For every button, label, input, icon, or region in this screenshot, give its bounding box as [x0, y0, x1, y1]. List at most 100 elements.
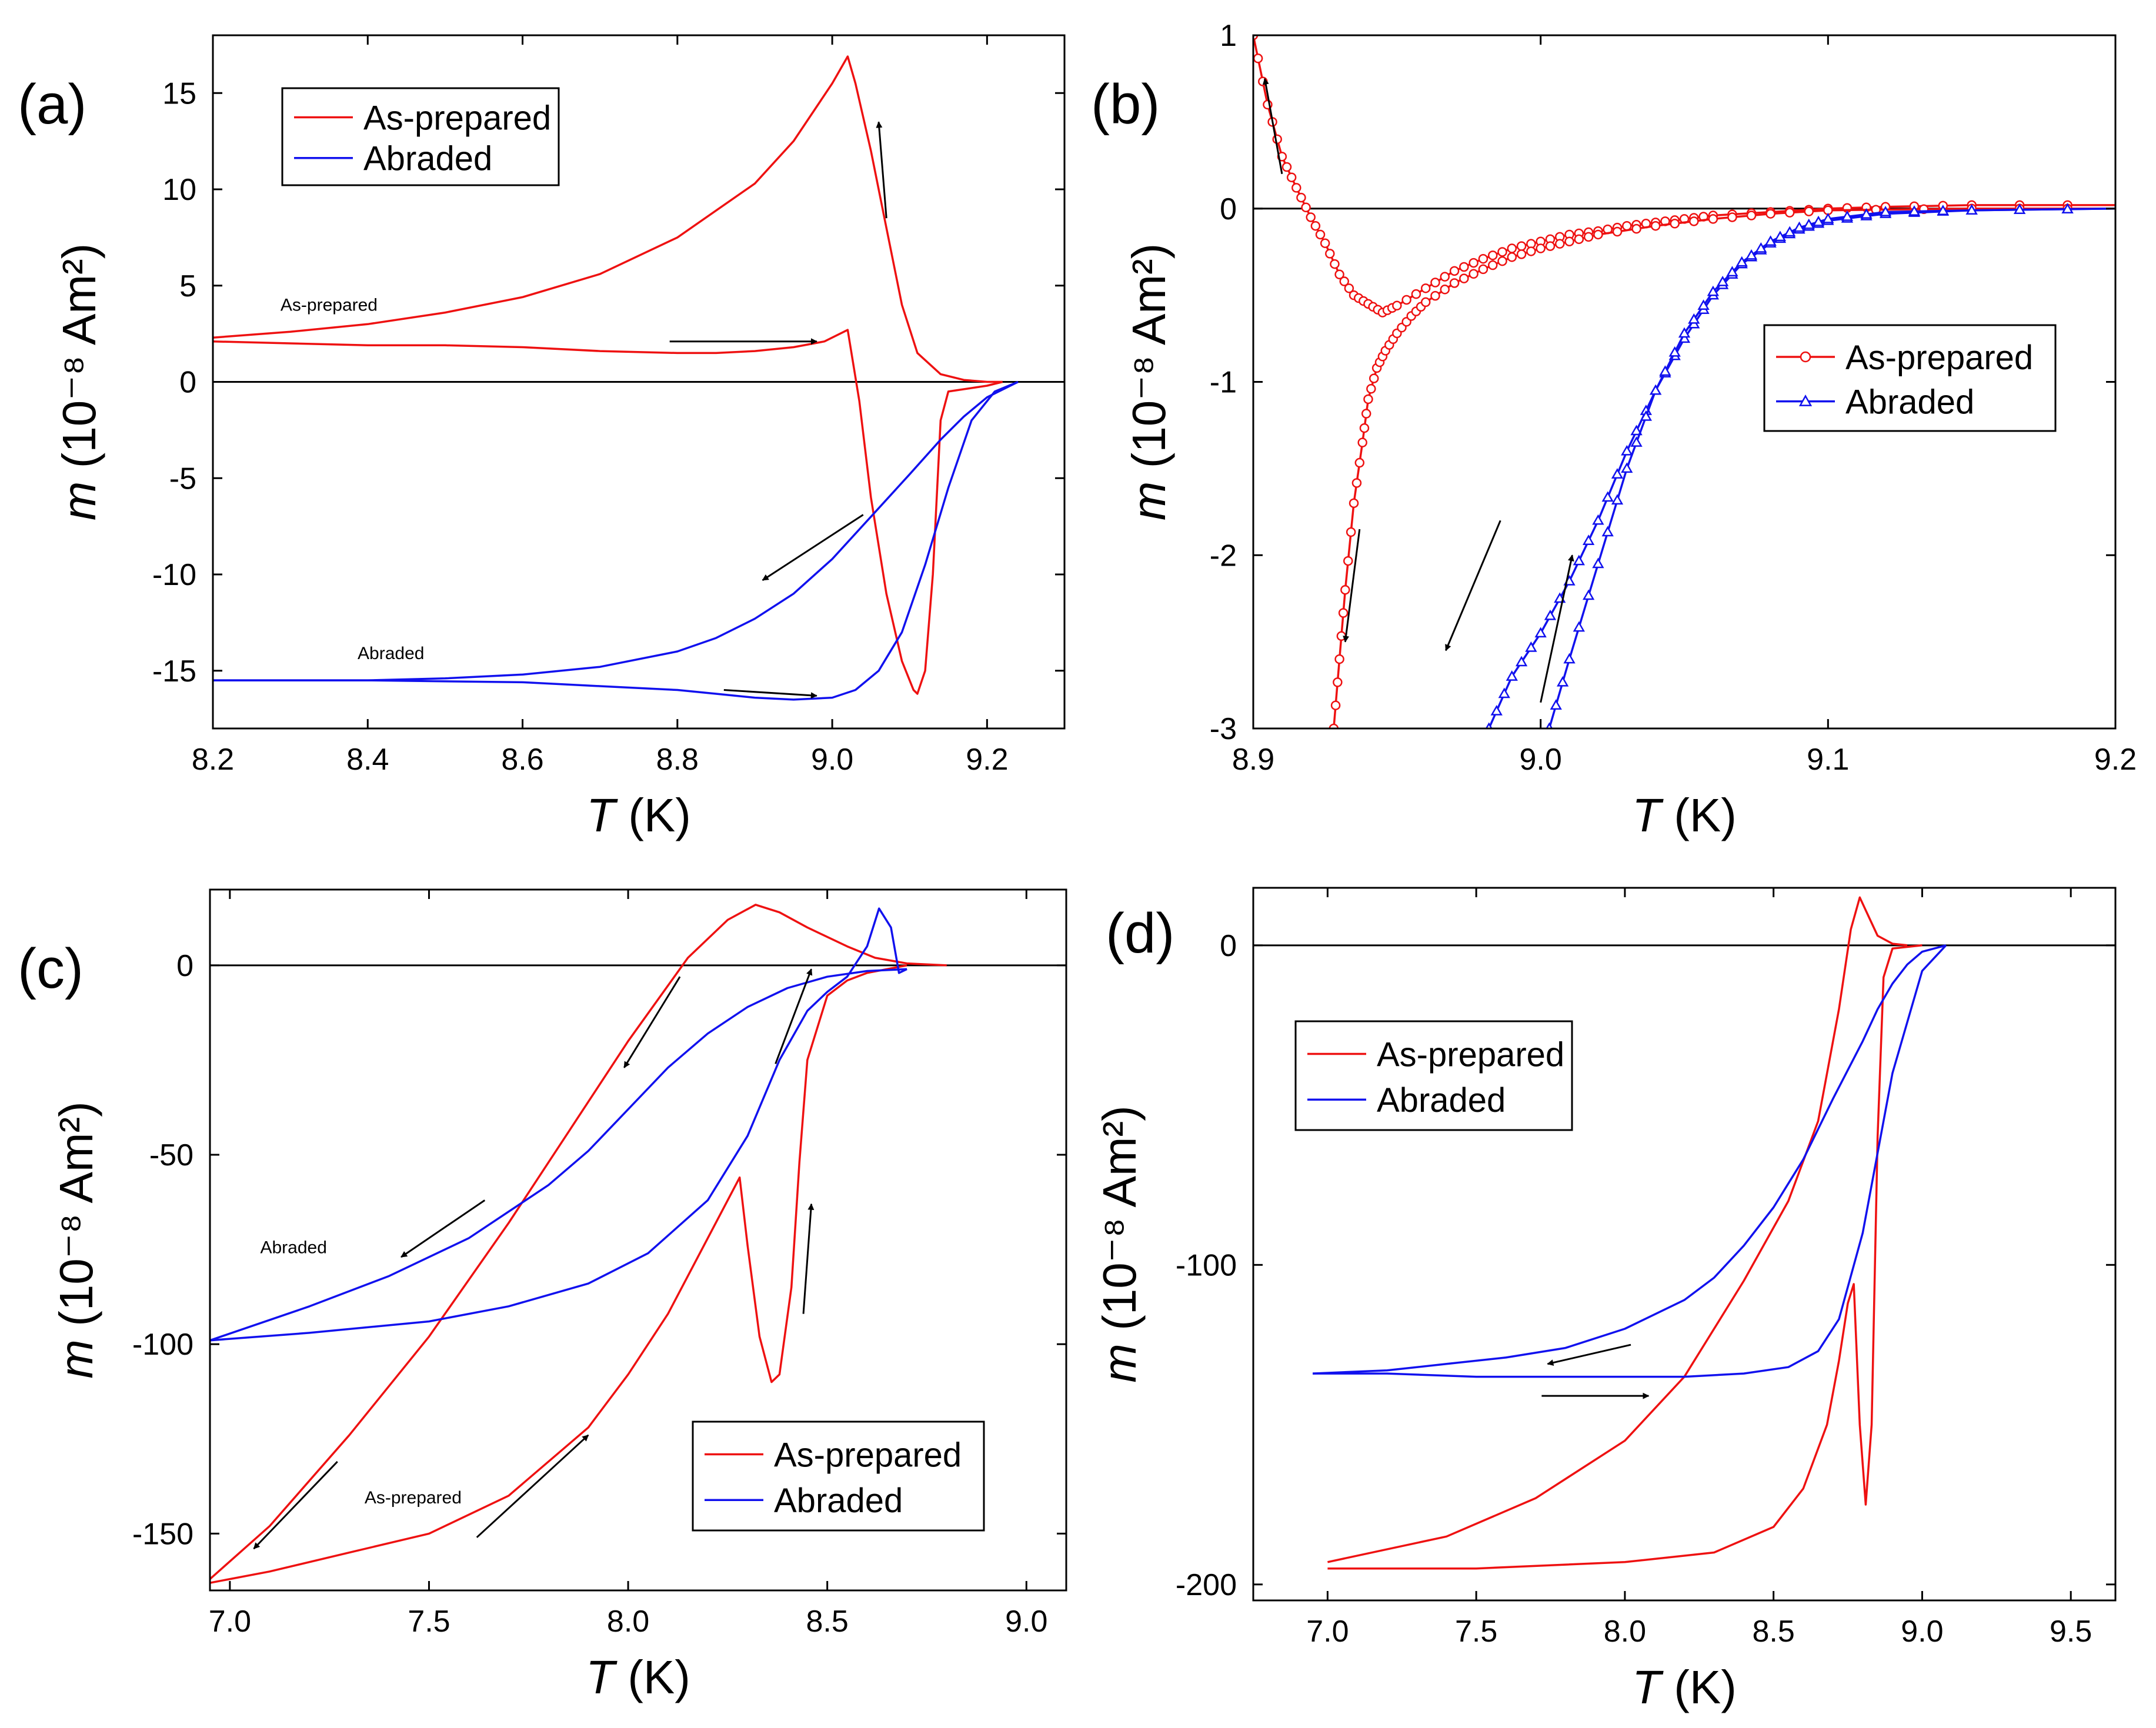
data-point [1392, 300, 1402, 311]
data-point [1401, 295, 1411, 305]
data-point [1717, 276, 1729, 286]
y-axis-variable: m [1123, 482, 1175, 521]
series-markers [1485, 203, 2074, 728]
data-point [1469, 269, 1479, 279]
data-point [1281, 162, 1292, 172]
legend-box [1294, 1020, 1573, 1131]
data-point [1689, 216, 1699, 226]
data-point [1359, 423, 1370, 433]
data-point [1668, 346, 1681, 357]
series-line-as-prepared-0 [213, 329, 1003, 695]
data-point [1440, 285, 1450, 295]
series-line-as-prepared-0 [1253, 35, 2115, 314]
y-tick-label: 15 [162, 76, 196, 111]
data-point [1497, 256, 1507, 266]
data-point [1487, 260, 1498, 270]
x-axis-variable: T [1632, 1661, 1664, 1713]
panel-label: (d) [1106, 902, 1174, 965]
data-point [1550, 699, 1562, 710]
x-axis-variable: T [1632, 789, 1664, 841]
series-markers [1253, 35, 2072, 317]
y-tick-label: -3 [1210, 712, 1237, 746]
data-point [1346, 527, 1356, 537]
series-markers [1546, 203, 2074, 728]
series-line-abraded-2 [213, 380, 1019, 701]
data-point [1621, 444, 1633, 456]
data-point [1670, 219, 1680, 229]
x-tick-label: 9.2 [966, 743, 1008, 777]
panel-label: (c) [18, 937, 84, 1000]
y-tick-label: -10 [152, 558, 196, 592]
data-point [1707, 285, 1720, 296]
data-point [2013, 203, 2026, 214]
data-point [1329, 723, 1339, 728]
data-point [1334, 269, 1344, 280]
data-point [1556, 676, 1569, 687]
data-point [1765, 209, 1775, 219]
data-point [1746, 210, 1757, 220]
y-tick-label: -100 [132, 1328, 193, 1362]
y-axis-unit: (10⁻⁸ Am²) [1093, 1105, 1146, 1331]
y-axis-title: m (10⁻⁸ Am²) [1093, 1105, 1146, 1383]
data-point [1286, 172, 1297, 182]
data-point [1755, 242, 1767, 253]
y-tick-label: -200 [1176, 1568, 1237, 1602]
data-point [1361, 409, 1371, 419]
y-axis-title: m (10⁻⁸ Am²) [1123, 243, 1175, 521]
data-point [1420, 283, 1431, 293]
legend-label: Abraded [1845, 383, 1974, 421]
x-tick-label: 9.0 [1901, 1615, 1943, 1649]
x-tick-label: 9.0 [1520, 743, 1562, 777]
data-point [1650, 220, 1661, 231]
data-point [1908, 205, 1921, 216]
data-point [1363, 394, 1373, 405]
x-tick-label: 8.4 [346, 743, 389, 777]
x-tick-label: 8.5 [806, 1605, 849, 1639]
direction-arrow [401, 1199, 486, 1258]
y-tick-label: -2 [1210, 539, 1237, 573]
data-point [1879, 206, 1892, 216]
series-line-abraded-2 [210, 907, 907, 1342]
data-point [1430, 290, 1440, 301]
data-point [1611, 494, 1624, 505]
x-tick-label: 7.0 [1306, 1615, 1349, 1649]
data-point [1860, 208, 1873, 219]
y-axis-spacer [1123, 468, 1175, 481]
y-tick-label: -15 [152, 654, 196, 688]
direction-arrow [1262, 78, 1283, 175]
data-point [1593, 229, 1603, 240]
data-point [1534, 627, 1547, 638]
data-point [1330, 259, 1340, 269]
direction-arrow [762, 514, 864, 581]
y-tick-label: 5 [179, 269, 196, 303]
data-point [1330, 700, 1341, 710]
data-point [1449, 278, 1460, 288]
series-line-abraded-3 [1548, 208, 2115, 728]
direction-arrow [723, 689, 817, 699]
x-axis-unit: (K) [628, 1651, 690, 1703]
data-point [1726, 266, 1738, 277]
data-point [1354, 457, 1365, 468]
x-tick-label: 9.0 [1005, 1605, 1047, 1639]
direction-arrow [876, 121, 887, 219]
data-point [1526, 246, 1536, 256]
legend: As-prepared Abraded [1763, 324, 2057, 432]
data-point [1612, 226, 1623, 237]
y-tick-label: 0 [179, 366, 196, 400]
data-point [1253, 54, 1263, 63]
data-point [1554, 239, 1565, 249]
annotation-label: As-prepared [365, 1488, 462, 1508]
data-point [1630, 436, 1643, 447]
data-point [1306, 212, 1316, 222]
data-point [1310, 220, 1321, 231]
x-axis-title: T (K) [586, 789, 691, 841]
y-axis-variable: m [50, 1339, 102, 1379]
y-tick-label: 0 [1220, 929, 1237, 963]
data-point [1937, 205, 1949, 215]
direction-arrow [1547, 1343, 1631, 1366]
data-point [1536, 243, 1546, 253]
panel-label: (b) [1091, 73, 1160, 136]
data-point [1574, 234, 1584, 245]
legend: As-prepared Abraded [1294, 1020, 1573, 1131]
data-point [1965, 204, 1978, 215]
